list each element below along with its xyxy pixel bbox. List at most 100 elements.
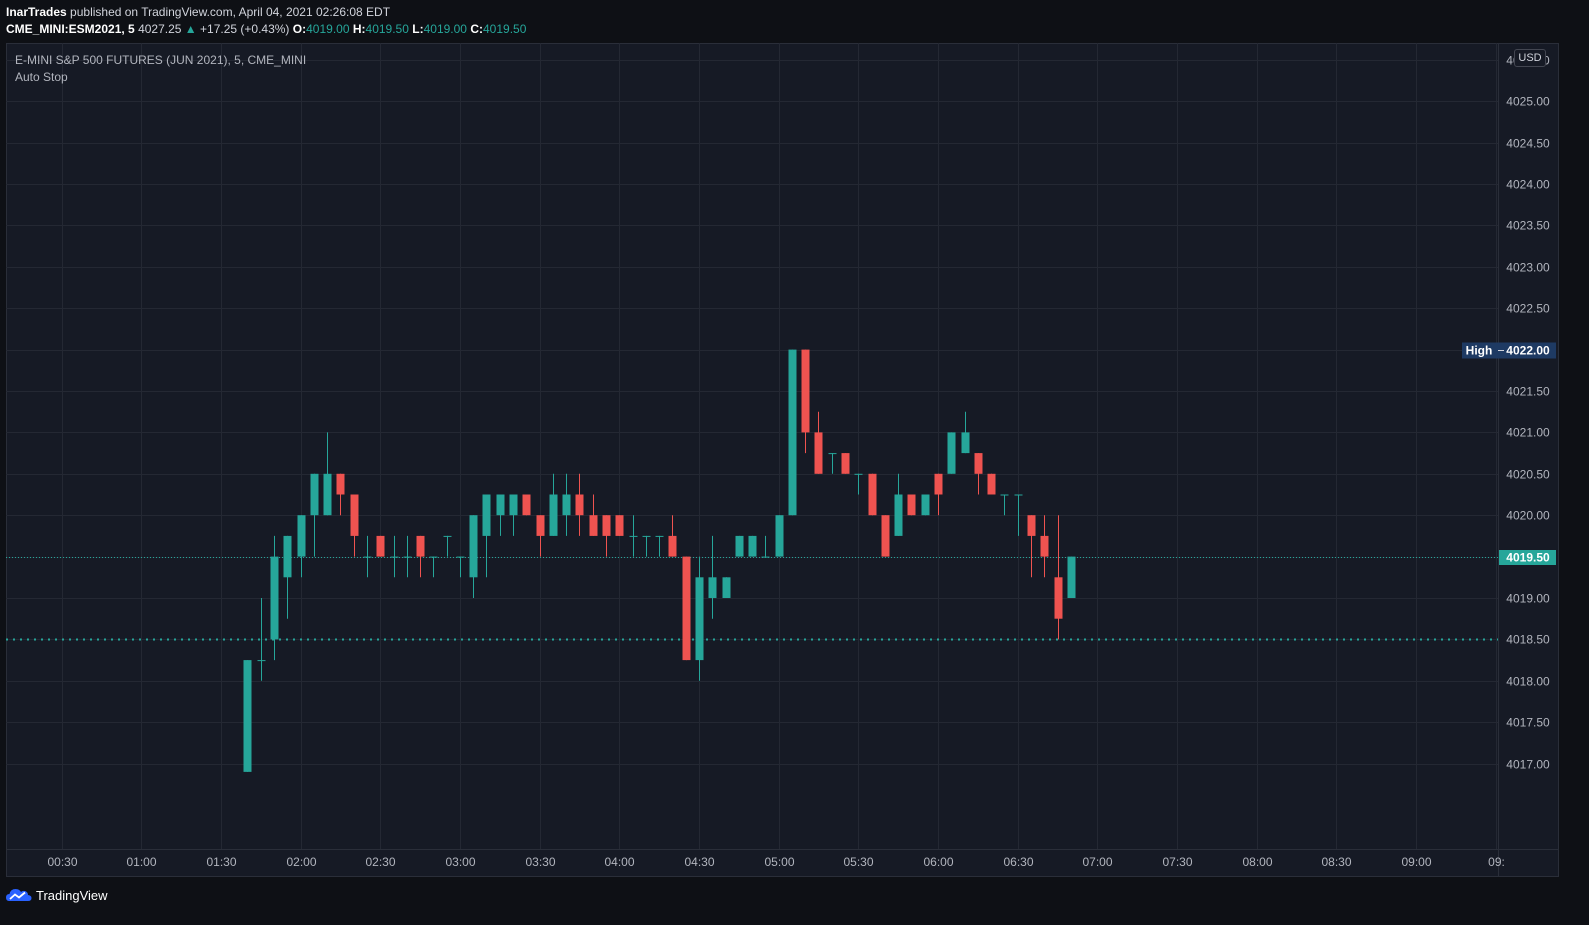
candle[interactable] bbox=[482, 494, 491, 578]
candle[interactable] bbox=[363, 535, 372, 578]
candle[interactable] bbox=[934, 473, 943, 516]
candle[interactable] bbox=[814, 411, 823, 474]
candle[interactable] bbox=[416, 535, 425, 578]
candle-body[interactable] bbox=[748, 535, 757, 557]
candle-body[interactable] bbox=[868, 473, 877, 516]
candle-body[interactable] bbox=[589, 515, 598, 536]
candle[interactable] bbox=[629, 515, 638, 557]
candle-body[interactable] bbox=[615, 515, 624, 536]
candle-body[interactable] bbox=[881, 515, 890, 557]
time-axis[interactable]: 00:30 01:00 01:30 02:00 02:30 03:00 03:30 04:00… bbox=[6, 849, 1559, 870]
candle-body[interactable] bbox=[841, 453, 850, 474]
candle[interactable] bbox=[429, 556, 438, 578]
candle-body[interactable] bbox=[522, 494, 531, 516]
indicator-label[interactable]: Auto Stop bbox=[15, 70, 68, 84]
candle-body[interactable] bbox=[536, 515, 545, 536]
candle[interactable] bbox=[868, 473, 877, 516]
price-axis[interactable]: 4017.00 4017.50 4018.00 4018.50 4019.00 4019.… bbox=[1498, 43, 1551, 877]
author-name[interactable]: InarTrades bbox=[6, 5, 67, 19]
candle-body[interactable] bbox=[947, 432, 956, 474]
candle[interactable] bbox=[1014, 494, 1023, 536]
candle[interactable] bbox=[881, 515, 890, 557]
candle-body[interactable] bbox=[323, 473, 332, 516]
candle[interactable] bbox=[257, 598, 266, 681]
candle[interactable] bbox=[496, 494, 505, 536]
candle-body[interactable] bbox=[1000, 494, 1009, 496]
candle-body[interactable] bbox=[828, 453, 837, 455]
candle-body[interactable] bbox=[270, 556, 279, 640]
candle-body[interactable] bbox=[403, 556, 412, 558]
candle[interactable] bbox=[735, 535, 744, 557]
candle[interactable] bbox=[390, 535, 399, 578]
candle-body[interactable] bbox=[257, 660, 266, 662]
candle-body[interactable] bbox=[735, 535, 744, 557]
candle-body[interactable] bbox=[1040, 535, 1049, 557]
candle[interactable] bbox=[1027, 515, 1036, 578]
candle-body[interactable] bbox=[336, 473, 345, 495]
candle[interactable] bbox=[642, 535, 651, 557]
candle-body[interactable] bbox=[775, 515, 784, 557]
candle[interactable] bbox=[1067, 556, 1076, 598]
candle-body[interactable] bbox=[961, 432, 970, 454]
candle-body[interactable] bbox=[350, 494, 359, 536]
candles[interactable] bbox=[243, 349, 1076, 772]
candle-body[interactable] bbox=[416, 535, 425, 557]
candle[interactable] bbox=[283, 535, 292, 619]
candle-body[interactable] bbox=[934, 473, 943, 495]
candle[interactable] bbox=[987, 473, 996, 495]
candle[interactable] bbox=[575, 473, 584, 536]
candle-body[interactable] bbox=[668, 535, 677, 557]
candle[interactable] bbox=[509, 494, 518, 536]
candle-body[interactable] bbox=[788, 349, 797, 516]
candle[interactable] bbox=[854, 473, 863, 495]
candle[interactable] bbox=[695, 556, 704, 681]
candle[interactable] bbox=[350, 494, 359, 557]
candle[interactable] bbox=[974, 453, 983, 495]
candle[interactable] bbox=[961, 411, 970, 454]
candle-body[interactable] bbox=[496, 494, 505, 516]
candle[interactable] bbox=[323, 432, 332, 516]
candle[interactable] bbox=[841, 453, 850, 474]
candle[interactable] bbox=[562, 473, 571, 536]
candle[interactable] bbox=[722, 577, 731, 598]
chart-panel[interactable] bbox=[6, 43, 1559, 877]
candle-body[interactable] bbox=[629, 535, 638, 537]
candle-body[interactable] bbox=[1014, 494, 1023, 496]
candle[interactable] bbox=[947, 432, 956, 474]
candle[interactable] bbox=[243, 660, 252, 772]
candle-body[interactable] bbox=[509, 494, 518, 516]
candle-body[interactable] bbox=[562, 494, 571, 516]
candle-body[interactable] bbox=[469, 515, 478, 578]
candle-body[interactable] bbox=[283, 535, 292, 578]
candle[interactable] bbox=[921, 494, 930, 516]
candle[interactable] bbox=[522, 494, 531, 516]
candle[interactable] bbox=[682, 556, 691, 661]
candle-body[interactable] bbox=[310, 473, 319, 516]
candle-body[interactable] bbox=[1027, 515, 1036, 536]
candle-body[interactable] bbox=[987, 473, 996, 495]
candlestick-chart[interactable]: 4017.00 4017.50 4018.00 4018.50 4019.00 4019.… bbox=[6, 43, 1559, 877]
candle-body[interactable] bbox=[708, 577, 717, 598]
candle-body[interactable] bbox=[443, 535, 452, 537]
candle[interactable] bbox=[536, 515, 545, 557]
candle-body[interactable] bbox=[642, 535, 651, 537]
candle-body[interactable] bbox=[456, 556, 465, 558]
candle[interactable] bbox=[894, 473, 903, 536]
candle-body[interactable] bbox=[602, 515, 611, 536]
candle[interactable] bbox=[801, 349, 810, 454]
candle[interactable] bbox=[456, 556, 465, 578]
candle-body[interactable] bbox=[575, 494, 584, 516]
candle[interactable] bbox=[336, 473, 345, 516]
candle[interactable] bbox=[708, 535, 717, 619]
candle-body[interactable] bbox=[549, 494, 558, 536]
candle-body[interactable] bbox=[655, 535, 664, 537]
candle[interactable] bbox=[297, 515, 306, 578]
candle-body[interactable] bbox=[695, 577, 704, 661]
candle[interactable] bbox=[615, 515, 624, 536]
candle[interactable] bbox=[1054, 515, 1063, 640]
candle[interactable] bbox=[602, 515, 611, 557]
candle-body[interactable] bbox=[682, 556, 691, 661]
candle-body[interactable] bbox=[894, 494, 903, 536]
candle-body[interactable] bbox=[482, 494, 491, 536]
candle[interactable] bbox=[403, 535, 412, 578]
